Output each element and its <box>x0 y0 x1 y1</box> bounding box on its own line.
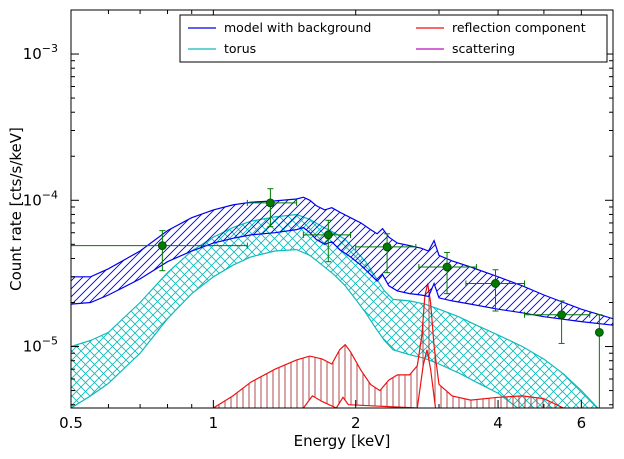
axis-tick-labels: 0.5 1 2 4 6 10−5 10−4 10−3 <box>23 42 586 432</box>
x-tick-label: 1 <box>209 414 219 432</box>
data-point-3 <box>355 233 417 274</box>
data-point-0 <box>71 230 248 272</box>
legend-entry-reflection: reflection component <box>416 20 586 35</box>
legend-label-torus: torus <box>224 41 256 56</box>
y-tick-label: 10−3 <box>23 42 58 63</box>
legend-label-scattering: scattering <box>452 41 515 56</box>
band-fill-reflection <box>213 283 564 408</box>
x-axis-title: Energy [keV] <box>294 432 391 450</box>
legend-entry-model: model with background <box>188 20 371 35</box>
data-marker <box>594 327 604 337</box>
legend-entry-torus: torus <box>188 41 256 56</box>
data-marker <box>157 241 167 250</box>
data-point-2 <box>302 219 352 263</box>
bands-layer <box>71 196 613 408</box>
data-marker <box>323 230 333 240</box>
band-upper-reflection <box>213 283 564 408</box>
y-tick-label: 10−4 <box>23 188 58 209</box>
data-marker <box>442 262 452 272</box>
legend-label-model: model with background <box>224 20 371 35</box>
y-tick-label: 10−5 <box>23 335 58 356</box>
band-reflection <box>213 283 564 408</box>
band-model <box>71 196 613 326</box>
band-upper-model <box>71 196 613 320</box>
band-lower-model <box>71 226 613 326</box>
data-marker <box>491 279 500 288</box>
y-axis-title: Count rate [cts/s/keV] <box>7 127 25 291</box>
legend-box <box>179 14 608 63</box>
data-point-5 <box>465 269 526 312</box>
data-marker <box>557 310 566 320</box>
data-marker <box>265 198 275 208</box>
data-point-4 <box>418 251 477 295</box>
axis-ticks <box>70 9 614 408</box>
band-lower-reflection <box>302 349 437 408</box>
plot-frame <box>70 9 614 409</box>
x-tick-label: 2 <box>351 414 361 432</box>
legend-entry-scattering: scattering <box>416 41 515 56</box>
x-tick-label: 6 <box>577 414 587 432</box>
legend: model with background reflection compone… <box>179 14 608 63</box>
data-point-6 <box>524 300 591 344</box>
legend-label-reflection: reflection component <box>452 20 586 35</box>
x-tick-label: 4 <box>493 414 503 432</box>
x-tick-label: 0.5 <box>59 414 83 432</box>
band-fill-model <box>71 197 613 326</box>
data-point-1 <box>246 188 298 228</box>
data-marker <box>382 242 392 252</box>
data-points-layer <box>71 188 604 408</box>
data-point-7 <box>594 314 604 408</box>
band-fill-torus <box>71 214 598 408</box>
